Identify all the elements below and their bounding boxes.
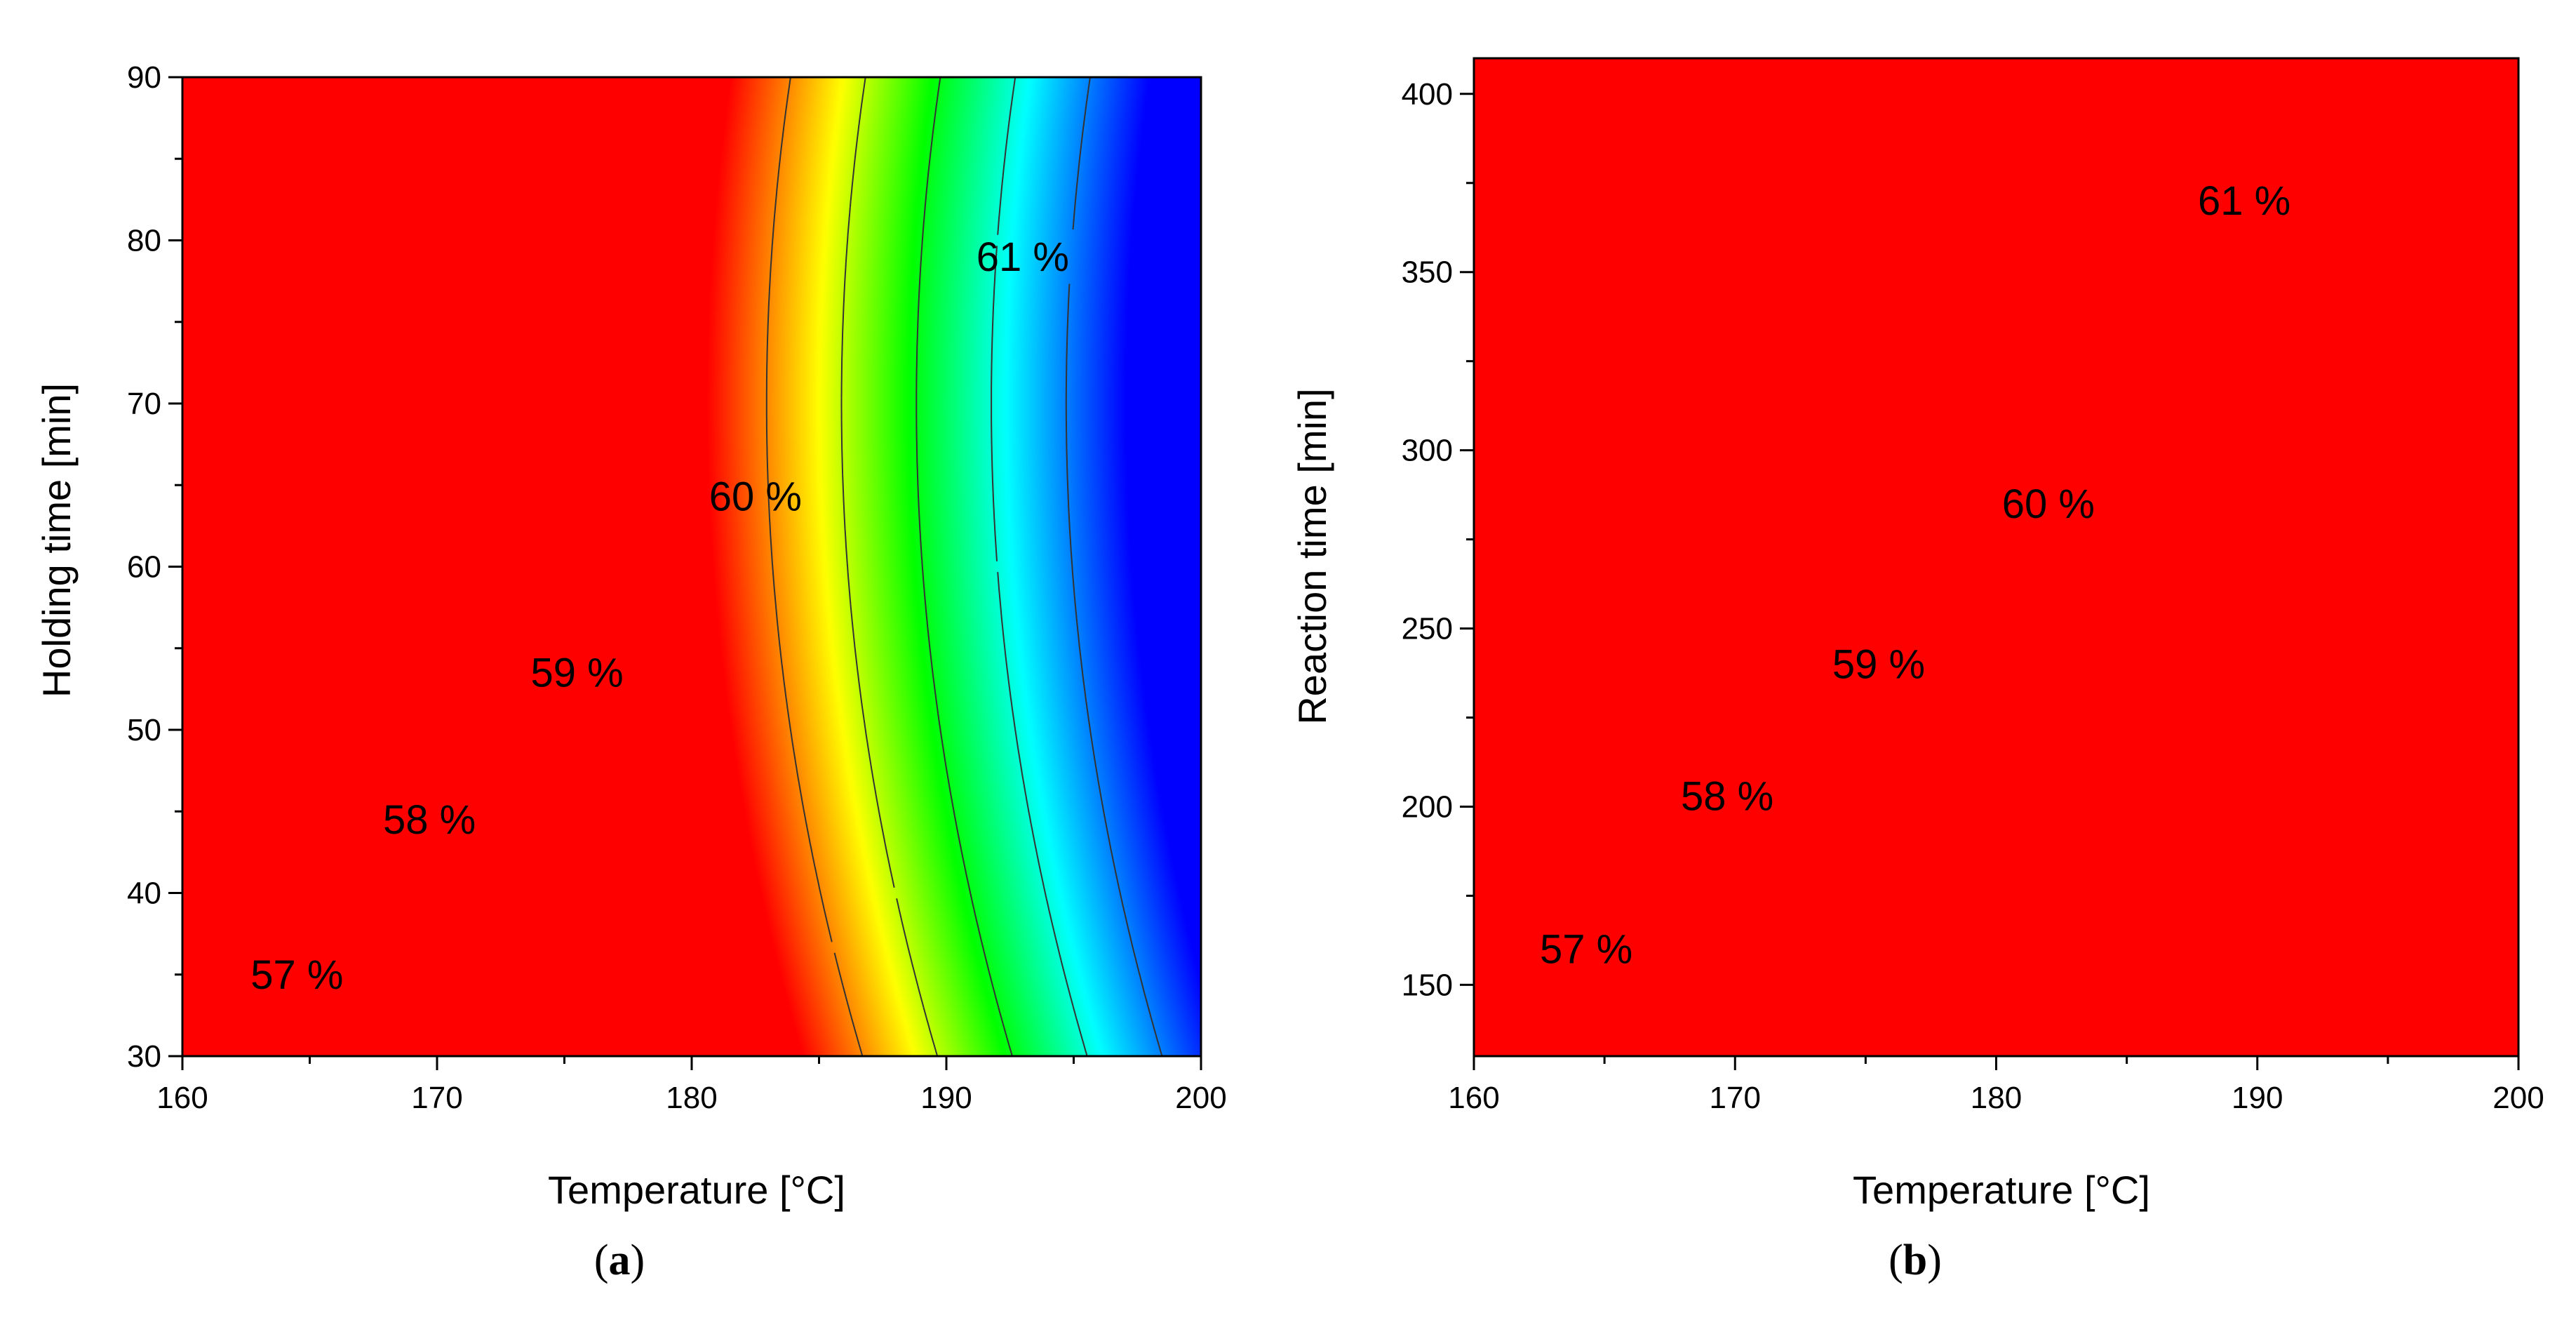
contour-label: 58 %	[1681, 773, 1773, 819]
contour-line	[991, 76, 1088, 1057]
x-tick-label: 160	[1448, 1081, 1499, 1115]
y-axis-title-b: Reaction time [min]	[1290, 388, 1334, 724]
contour-label: 59 %	[530, 651, 623, 696]
x-tick-label: 200	[2493, 1081, 2544, 1115]
contour-label: 57 %	[1540, 927, 1632, 973]
y-axis-title-a: Holding time [min]	[34, 383, 79, 698]
y-tick-label: 60	[127, 550, 161, 585]
contour-label: 60 %	[2002, 481, 2095, 527]
y-tick-label: 200	[1402, 790, 1453, 825]
y-tick-label: 70	[127, 387, 161, 421]
y-tick-label: 90	[127, 60, 161, 95]
x-tick-label: 180	[1971, 1081, 2022, 1115]
y-tick-label: 80	[127, 224, 161, 258]
y-tick-label: 400	[1402, 77, 1453, 112]
y-tick-label: 300	[1402, 434, 1453, 468]
x-tick-label: 160	[156, 1081, 208, 1115]
x-tick-label: 170	[1710, 1081, 1761, 1115]
contour-line	[765, 76, 864, 1057]
axes-panel-b: 160 170 180 190 200 150 200 250 300 350 400	[1402, 57, 2544, 1115]
panel-a: 57 % 58 % 59 % 60 % 61 % 160 170 180 190 200 30 40…	[34, 60, 1227, 1284]
contour-lines-panel-a	[765, 76, 1163, 1057]
x-tick-label: 170	[411, 1081, 462, 1115]
y-tick-label: 40	[127, 876, 161, 911]
y-tick-label: 50	[127, 713, 161, 747]
y-tick-label: 30	[127, 1039, 161, 1074]
x-axis-title-a: Temperature [°C]	[548, 1168, 845, 1212]
panel-b: 57 % 58 % 59 % 60 % 61 % 160 170 180 190 200 150 2…	[1290, 57, 2544, 1284]
heatmap-panel-a	[182, 77, 1201, 1056]
x-tick-label: 200	[1175, 1081, 1226, 1115]
heatmap-panel-b	[1474, 58, 2518, 1056]
contour-labels-panel-b: 57 % 58 % 59 % 60 % 61 %	[1540, 178, 2290, 973]
axes-panel-a: 160 170 180 190 200 30 40 50 60 70 80 90	[127, 60, 1227, 1115]
contour-label: 61 %	[2198, 178, 2290, 224]
y-tick-label: 250	[1402, 612, 1453, 646]
x-tick-label: 190	[920, 1081, 972, 1115]
contour-line	[1065, 76, 1163, 1057]
y-tick-label: 150	[1402, 968, 1453, 1002]
contour-label: 57 %	[250, 952, 343, 998]
panel-caption-a: (a)	[594, 1236, 645, 1284]
contour-labels-panel-a: 57 % 58 % 59 % 60 % 61 %	[250, 234, 1069, 998]
panel-caption-b: (b)	[1889, 1236, 1942, 1284]
contour-label: 59 %	[1832, 641, 1925, 687]
contour-line	[915, 76, 1013, 1057]
y-tick-label: 350	[1402, 255, 1453, 290]
contour-label: 61 %	[977, 234, 1069, 280]
x-axis-title-b: Temperature [°C]	[1853, 1168, 2150, 1212]
contour-label: 60 %	[709, 474, 802, 520]
x-tick-label: 180	[666, 1081, 717, 1115]
contour-line	[840, 76, 939, 1057]
x-tick-label: 190	[2232, 1081, 2283, 1115]
contour-label: 58 %	[383, 797, 476, 843]
